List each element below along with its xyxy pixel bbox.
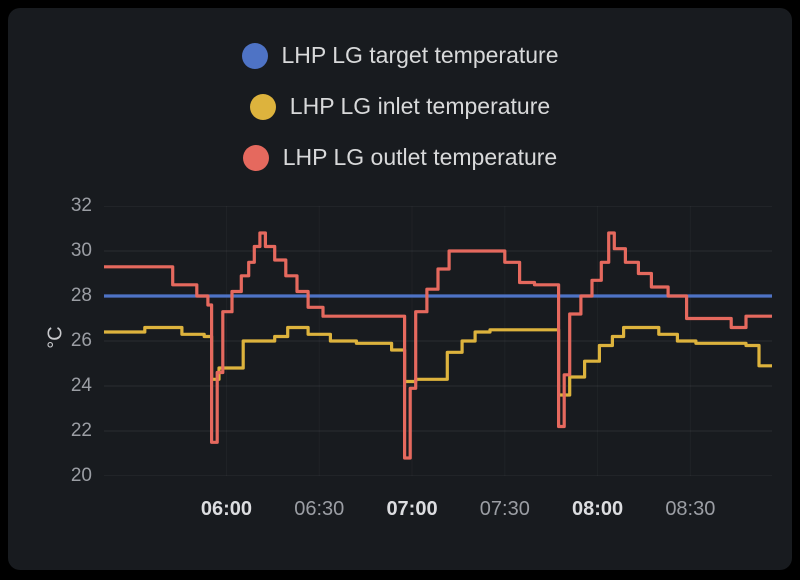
x-tick-label: 06:00 — [200, 498, 253, 520]
legend-swatch — [249, 93, 276, 120]
legend-label: LHP LG outlet temperature — [282, 144, 558, 170]
legend-label: LHP LG inlet temperature — [289, 93, 551, 119]
y-axis: 20 22 24 26 28 30 32 — [8, 195, 92, 486]
legend-item[interactable]: LHP LG inlet temperature — [249, 93, 551, 120]
legend-item[interactable]: LHP LG target temperature — [241, 42, 559, 69]
y-tick-label: 26 — [70, 330, 92, 351]
x-tick-label: 07:30 — [479, 498, 530, 520]
legend-item[interactable]: LHP LG outlet temperature — [242, 144, 558, 171]
y-tick-label: 20 — [70, 465, 92, 486]
x-tick-label: 06:30 — [294, 498, 345, 520]
y-tick-label: 30 — [70, 240, 92, 261]
plot-svg — [104, 206, 772, 476]
x-tick-label: 07:00 — [386, 498, 438, 520]
y-tick-label: 32 — [70, 195, 92, 216]
legend: LHP LG target temperature LHP LG inlet te… — [8, 42, 792, 171]
x-tick-label: 08:30 — [665, 498, 716, 520]
chart-plot[interactable] — [104, 206, 772, 476]
x-axis: 06:00 06:30 07:00 07:30 08:00 08:30 — [104, 498, 772, 524]
y-tick-label: 28 — [70, 285, 92, 306]
y-tick-label: 22 — [70, 420, 92, 441]
legend-label: LHP LG target temperature — [281, 42, 559, 68]
series-line — [104, 231, 772, 460]
chart-panel: LHP LG target temperature LHP LG inlet te… — [8, 8, 792, 570]
legend-swatch — [242, 144, 269, 171]
legend-swatch — [241, 42, 268, 69]
y-tick-label: 24 — [70, 375, 92, 396]
series-line — [104, 325, 772, 397]
x-tick-label: 08:00 — [571, 498, 624, 520]
